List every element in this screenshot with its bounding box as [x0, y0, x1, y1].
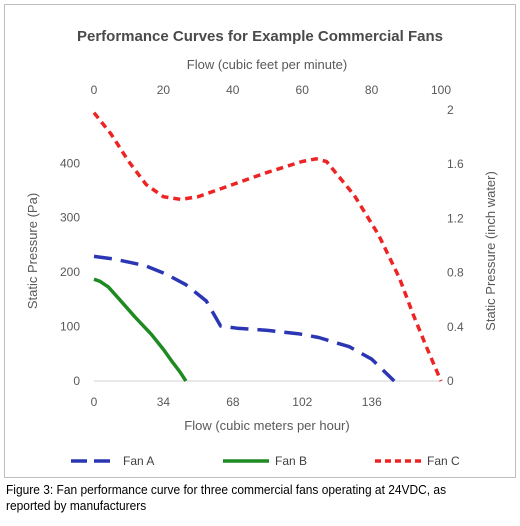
legend-label-fan-a: Fan A: [123, 454, 154, 468]
y-left-tick-label: 200: [60, 265, 80, 279]
legend-label-fan-c: Fan C: [427, 454, 460, 468]
series-line-fan-c: [92, 111, 443, 382]
x-bottom-tick-label: 0: [91, 395, 98, 409]
x-top-tick-labels: 0 20 40 60 80 100: [91, 83, 452, 97]
chart-frame: Performance Curves for Example Commercia…: [4, 4, 516, 478]
x-top-tick-label: 80: [365, 83, 379, 97]
y-right-tick-label: 0: [447, 374, 454, 388]
x-bottom-tick-label: 102: [292, 395, 312, 409]
y-right-tick-label: 1.6: [447, 157, 464, 171]
y-left-axis-title: Static Pressure (Pa): [25, 193, 40, 309]
x-bottom-tick-label: 34: [157, 395, 171, 409]
y-right-axis-title: Static Pressure (inch water): [483, 171, 498, 331]
series-line-fan-a: [93, 254, 396, 383]
y-right-tick-label: 0.8: [447, 266, 464, 280]
y-right-tick-label: 2: [447, 103, 454, 117]
x-top-axis-title: Flow (cubic feet per minute): [187, 57, 347, 72]
chart-title: Performance Curves for Example Commercia…: [77, 28, 443, 45]
x-top-tick-label: 0: [91, 83, 98, 97]
x-bottom-tick-label: 68: [226, 395, 240, 409]
series-layer: [92, 111, 443, 383]
y-right-tick-label: 1.2: [447, 211, 464, 225]
x-top-tick-label: 100: [431, 83, 451, 97]
figure-caption: Figure 3: Fan performance curve for thre…: [6, 482, 447, 513]
y-left-tick-label: 400: [60, 156, 80, 170]
series-line-fan-b: [93, 277, 188, 382]
x-top-tick-label: 20: [157, 83, 171, 97]
x-top-tick-label: 60: [296, 83, 310, 97]
x-bottom-tick-labels: 0 34 68 102 136: [91, 395, 382, 409]
y-right-tick-label: 0.4: [447, 320, 464, 334]
y-left-tick-label: 0: [73, 374, 80, 388]
y-left-tick-labels: 0 100 200 300 400: [60, 156, 80, 388]
legend-label-fan-b: Fan B: [275, 454, 307, 468]
legend: Fan A Fan B Fan C: [71, 454, 460, 468]
y-right-tick-labels: 0 0.4 0.8 1.2 1.6 2: [447, 103, 464, 388]
chart-svg: Performance Curves for Example Commercia…: [25, 28, 498, 468]
x-bottom-axis-title: Flow (cubic meters per hour): [184, 418, 349, 433]
y-left-tick-label: 100: [60, 320, 80, 334]
y-left-tick-label: 300: [60, 211, 80, 225]
x-top-tick-label: 40: [226, 83, 240, 97]
x-bottom-tick-label: 136: [362, 395, 382, 409]
